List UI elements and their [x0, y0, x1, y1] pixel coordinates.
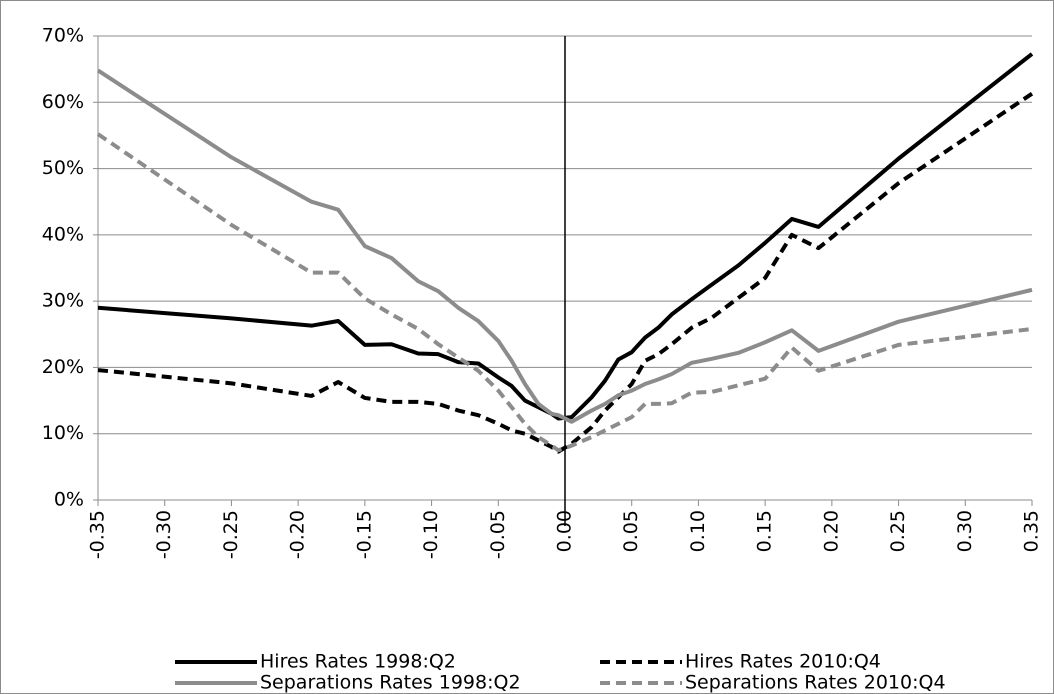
x-tick-label: 0.15 — [754, 510, 776, 552]
x-tick-label: -0.30 — [153, 510, 175, 559]
x-tick-label: 0.05 — [620, 510, 642, 552]
y-tick-label: 40% — [42, 223, 84, 245]
x-tick-label: -0.25 — [220, 510, 242, 559]
series-line — [96, 132, 1033, 453]
x-tick-label: -0.05 — [487, 510, 509, 559]
x-tick-label: 0.25 — [887, 510, 909, 552]
y-tick-label: 50% — [42, 157, 84, 179]
x-tick-label: -0.35 — [87, 510, 109, 559]
legend-label: Separations Rates 2010:Q4 — [685, 672, 946, 694]
series-line — [96, 68, 1033, 424]
y-tick-label: 70% — [42, 25, 84, 47]
y-tick-label: 10% — [42, 422, 84, 444]
legend-label: Separations Rates 1998:Q2 — [260, 672, 521, 694]
x-tick-label: 0.35 — [1021, 510, 1043, 552]
x-tick-label: 0.30 — [954, 510, 976, 552]
y-tick-label: 60% — [42, 91, 84, 113]
series-line — [97, 92, 1034, 454]
x-tick-label: 0.20 — [820, 510, 842, 552]
x-tick-label: -0.10 — [420, 510, 442, 559]
legend-label: Hires Rates 1998:Q2 — [260, 651, 456, 673]
x-tick-label: -0.15 — [353, 510, 375, 559]
x-tick-label: -0.20 — [287, 510, 309, 559]
x-tick-label: 0.10 — [687, 510, 709, 552]
y-tick-label: 30% — [42, 290, 84, 312]
x-tick-label: 0.00 — [554, 510, 576, 552]
y-tick-label: 20% — [42, 356, 84, 378]
y-tick-label: 0% — [54, 489, 84, 511]
legend-label: Hires Rates 2010:Q4 — [685, 651, 881, 673]
